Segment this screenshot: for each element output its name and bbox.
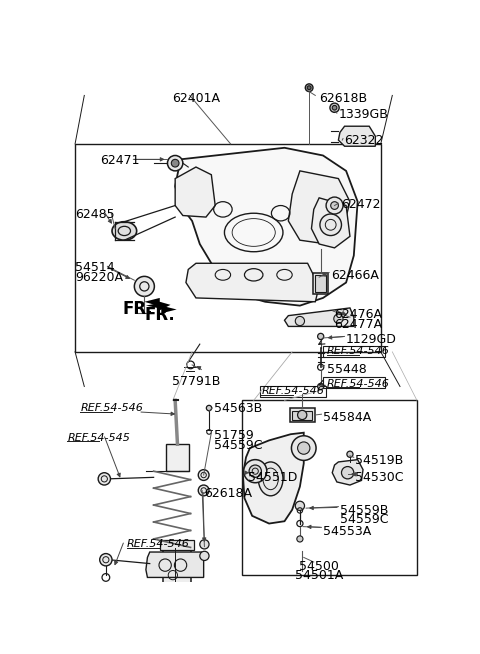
Polygon shape — [186, 264, 319, 301]
Circle shape — [298, 410, 307, 420]
Text: 1129GD: 1129GD — [346, 333, 397, 345]
Polygon shape — [175, 148, 358, 305]
Circle shape — [206, 405, 212, 411]
Text: REF.54-546: REF.54-546 — [327, 379, 390, 388]
Text: 54559C: 54559C — [340, 513, 388, 526]
Circle shape — [200, 551, 209, 560]
Polygon shape — [312, 198, 350, 248]
Bar — [290, 408, 314, 422]
Circle shape — [331, 201, 338, 209]
Polygon shape — [146, 303, 177, 313]
Text: 96220A: 96220A — [75, 271, 123, 284]
Circle shape — [198, 470, 209, 481]
Circle shape — [330, 103, 339, 112]
Text: 62471: 62471 — [100, 154, 139, 167]
Circle shape — [341, 466, 354, 479]
Circle shape — [295, 501, 304, 511]
Text: 62618A: 62618A — [204, 487, 252, 500]
Text: 51759: 51759 — [214, 429, 253, 442]
Text: 54530C: 54530C — [355, 471, 404, 484]
Text: 62322: 62322 — [345, 134, 384, 147]
Polygon shape — [285, 308, 354, 326]
Text: REF.54-545: REF.54-545 — [67, 433, 130, 443]
Circle shape — [291, 436, 316, 460]
Circle shape — [134, 277, 155, 296]
Polygon shape — [146, 552, 204, 577]
Bar — [166, 444, 189, 471]
Polygon shape — [288, 171, 350, 244]
Text: 54551D: 54551D — [248, 471, 297, 484]
Circle shape — [98, 473, 110, 485]
Text: 54553A: 54553A — [323, 525, 371, 538]
Bar — [75, 144, 381, 352]
Text: 54584A: 54584A — [323, 411, 371, 424]
Bar — [163, 548, 191, 591]
Circle shape — [295, 317, 304, 326]
Text: 54563B: 54563B — [214, 402, 262, 415]
Text: REF.54-546: REF.54-546 — [262, 387, 324, 396]
Polygon shape — [243, 433, 304, 524]
Text: 62401A: 62401A — [172, 92, 220, 105]
Circle shape — [171, 160, 179, 167]
Circle shape — [326, 197, 343, 214]
Bar — [292, 411, 312, 421]
Text: REF.54-546: REF.54-546 — [127, 539, 190, 549]
Bar — [323, 347, 384, 357]
Circle shape — [305, 84, 313, 92]
Text: 54559B: 54559B — [340, 504, 388, 517]
Text: 54519B: 54519B — [355, 455, 404, 467]
Bar — [160, 540, 193, 550]
Text: 62618B: 62618B — [319, 92, 367, 105]
Polygon shape — [175, 167, 215, 217]
Text: 57791B: 57791B — [172, 375, 220, 388]
Text: REF.54-546: REF.54-546 — [81, 404, 144, 413]
Polygon shape — [332, 460, 363, 485]
Text: 62476A: 62476A — [335, 308, 383, 321]
Text: 62466A: 62466A — [331, 269, 379, 282]
Circle shape — [320, 214, 341, 235]
Circle shape — [307, 86, 311, 90]
Text: 54514: 54514 — [75, 261, 115, 274]
Text: FR.: FR. — [144, 305, 175, 324]
Bar — [315, 275, 326, 292]
Circle shape — [168, 156, 183, 171]
Bar — [323, 377, 384, 388]
Ellipse shape — [258, 462, 283, 496]
Circle shape — [198, 485, 209, 496]
Text: 54501A: 54501A — [295, 569, 343, 582]
Polygon shape — [144, 298, 170, 310]
Circle shape — [298, 442, 310, 455]
Text: 55448: 55448 — [327, 364, 367, 377]
Circle shape — [347, 451, 353, 457]
Text: 54559C: 54559C — [214, 439, 262, 452]
Circle shape — [334, 314, 343, 323]
Circle shape — [200, 540, 209, 549]
Text: 54500: 54500 — [299, 560, 339, 573]
Circle shape — [244, 460, 267, 483]
Text: REF.54-546: REF.54-546 — [327, 347, 390, 356]
Bar — [242, 400, 417, 575]
Circle shape — [249, 465, 262, 477]
Bar — [260, 387, 326, 397]
Text: 62485: 62485 — [75, 208, 115, 221]
Text: FR.: FR. — [123, 300, 154, 318]
Text: 62472: 62472 — [341, 198, 380, 211]
Circle shape — [297, 536, 303, 542]
Circle shape — [318, 383, 324, 390]
Bar — [313, 273, 328, 294]
Ellipse shape — [112, 222, 137, 240]
Circle shape — [332, 105, 337, 110]
Text: 1339GB: 1339GB — [338, 108, 388, 121]
Polygon shape — [338, 126, 375, 146]
Text: 62477A: 62477A — [335, 318, 383, 331]
Circle shape — [100, 553, 112, 566]
Circle shape — [318, 334, 324, 339]
